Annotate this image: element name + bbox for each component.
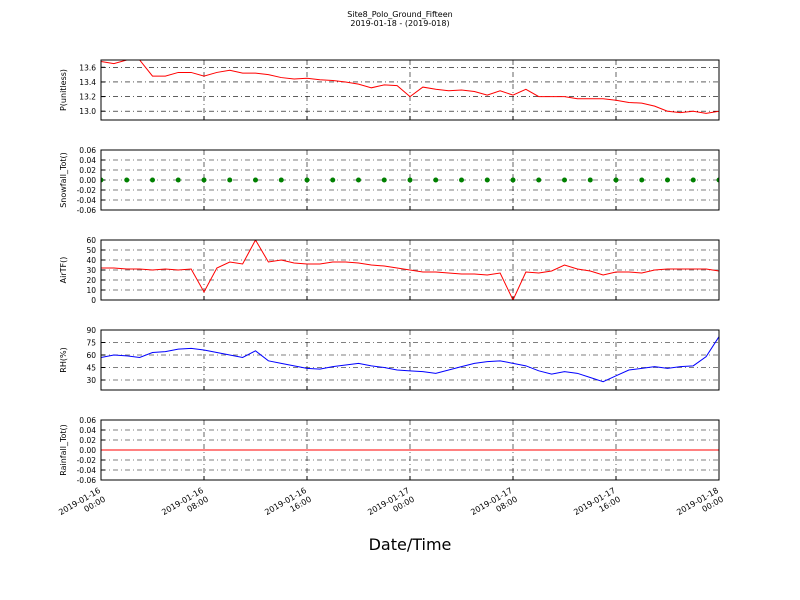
data-point: [101, 177, 104, 183]
y-tick-label: 90: [86, 326, 96, 335]
y-tick-label: 45: [86, 364, 96, 373]
y-tick-label: 75: [86, 339, 96, 348]
data-point: [330, 177, 336, 183]
y-tick-label: -0.04: [77, 196, 97, 205]
data-point: [587, 177, 593, 183]
data-point: [407, 177, 413, 183]
y-tick-label: 60: [86, 351, 96, 360]
y-tick-label: 30: [86, 266, 96, 275]
data-point: [562, 177, 567, 183]
data-point: [150, 177, 155, 183]
data-point: [201, 177, 207, 183]
y-tick-label: -0.02: [77, 186, 97, 195]
y-axis-label: AirTF(): [59, 257, 68, 284]
y-tick-label: 30: [86, 376, 96, 385]
axes-frame: [100, 239, 720, 301]
y-tick-label: -0.04: [77, 466, 97, 475]
data-point: [227, 177, 233, 183]
y-tick-label: 0.04: [79, 156, 96, 165]
y-tick-label: 0.02: [79, 436, 96, 445]
data-line: [101, 240, 719, 300]
y-tick-label: 0: [91, 296, 96, 305]
data-point: [433, 177, 439, 183]
y-axis-label: P(unitless): [59, 69, 68, 111]
data-point: [253, 177, 258, 183]
data-point: [278, 177, 284, 183]
y-tick-label: 0.00: [79, 176, 96, 185]
y-axis-label: RH(%): [59, 347, 68, 372]
data-line: [101, 60, 719, 114]
y-tick-label: 13.2: [79, 93, 96, 102]
y-tick-label: 40: [86, 256, 96, 265]
data-point: [639, 177, 645, 183]
data-point: [690, 177, 696, 183]
y-tick-label: -0.02: [77, 456, 97, 465]
y-tick-label: 50: [86, 246, 96, 255]
y-tick-label: 13.6: [79, 63, 96, 72]
y-tick-label: -0.06: [77, 476, 97, 485]
y-tick-label: 0.06: [79, 146, 96, 155]
y-tick-label: 0.00: [79, 446, 96, 455]
data-line: [101, 336, 719, 383]
data-point: [381, 177, 387, 183]
y-tick-label: 20: [86, 276, 96, 285]
y-tick-label: 13.4: [79, 78, 96, 87]
y-tick-label: 0.04: [79, 426, 96, 435]
axes-frame: [100, 59, 720, 121]
axes-frame: [100, 149, 720, 211]
data-point: [124, 177, 130, 183]
data-point: [175, 177, 181, 183]
data-point: [665, 177, 670, 183]
axes-frame: [100, 329, 720, 391]
y-tick-label: 60: [86, 236, 96, 245]
data-point: [613, 177, 619, 183]
data-point: [510, 177, 516, 183]
data-point: [716, 177, 719, 183]
y-tick-label: -0.06: [77, 206, 97, 215]
data-point: [459, 177, 464, 183]
y-tick-label: 10: [86, 286, 96, 295]
y-tick-label: 13.0: [79, 107, 96, 116]
x-axis-label: Date/Time: [369, 535, 452, 554]
y-axis-label: Rainfall_Tot(): [59, 424, 68, 476]
data-point: [304, 177, 310, 183]
y-tick-label: 0.02: [79, 166, 96, 175]
axes-frame: [100, 419, 720, 481]
y-tick-label: 0.06: [79, 416, 96, 425]
y-axis-label: Snowfall_Tot(): [59, 152, 68, 208]
chart-title: Site8_Polo_Ground_Fifteen: [347, 10, 452, 19]
data-point: [484, 177, 490, 183]
chart-subtitle: 2019-01-18 - (2019-018): [350, 19, 449, 28]
data-point: [356, 177, 361, 183]
data-point: [536, 177, 542, 183]
